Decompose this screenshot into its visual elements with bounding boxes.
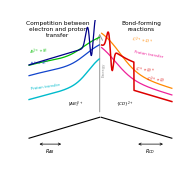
Text: $A^{2+}+B$: $A^{2+}+B$ — [29, 46, 48, 57]
Text: Bond-forming
reactions: Bond-forming reactions — [122, 21, 161, 32]
Text: Proton transfer: Proton transfer — [134, 50, 163, 59]
Text: $R_{CD}$: $R_{CD}$ — [145, 147, 156, 156]
Text: $C^++D^+$: $C^++D^+$ — [135, 65, 156, 75]
Text: $[AB]^{2+}$: $[AB]^{2+}$ — [68, 100, 83, 109]
Text: $A^++B^+$: $A^++B^+$ — [29, 58, 50, 67]
Text: Energy: Energy — [102, 63, 105, 77]
Text: Proton transfer: Proton transfer — [31, 83, 60, 91]
Text: Competition between
electron and proton
transfer: Competition between electron and proton … — [26, 21, 90, 38]
Text: $C^{2+}+D^+$: $C^{2+}+D^+$ — [131, 35, 154, 47]
Text: $C^{2+}+D$: $C^{2+}+D$ — [146, 75, 165, 86]
Text: $\{CD\}^{2+}$: $\{CD\}^{2+}$ — [116, 100, 133, 109]
Text: $R_{AB}$: $R_{AB}$ — [45, 147, 55, 156]
